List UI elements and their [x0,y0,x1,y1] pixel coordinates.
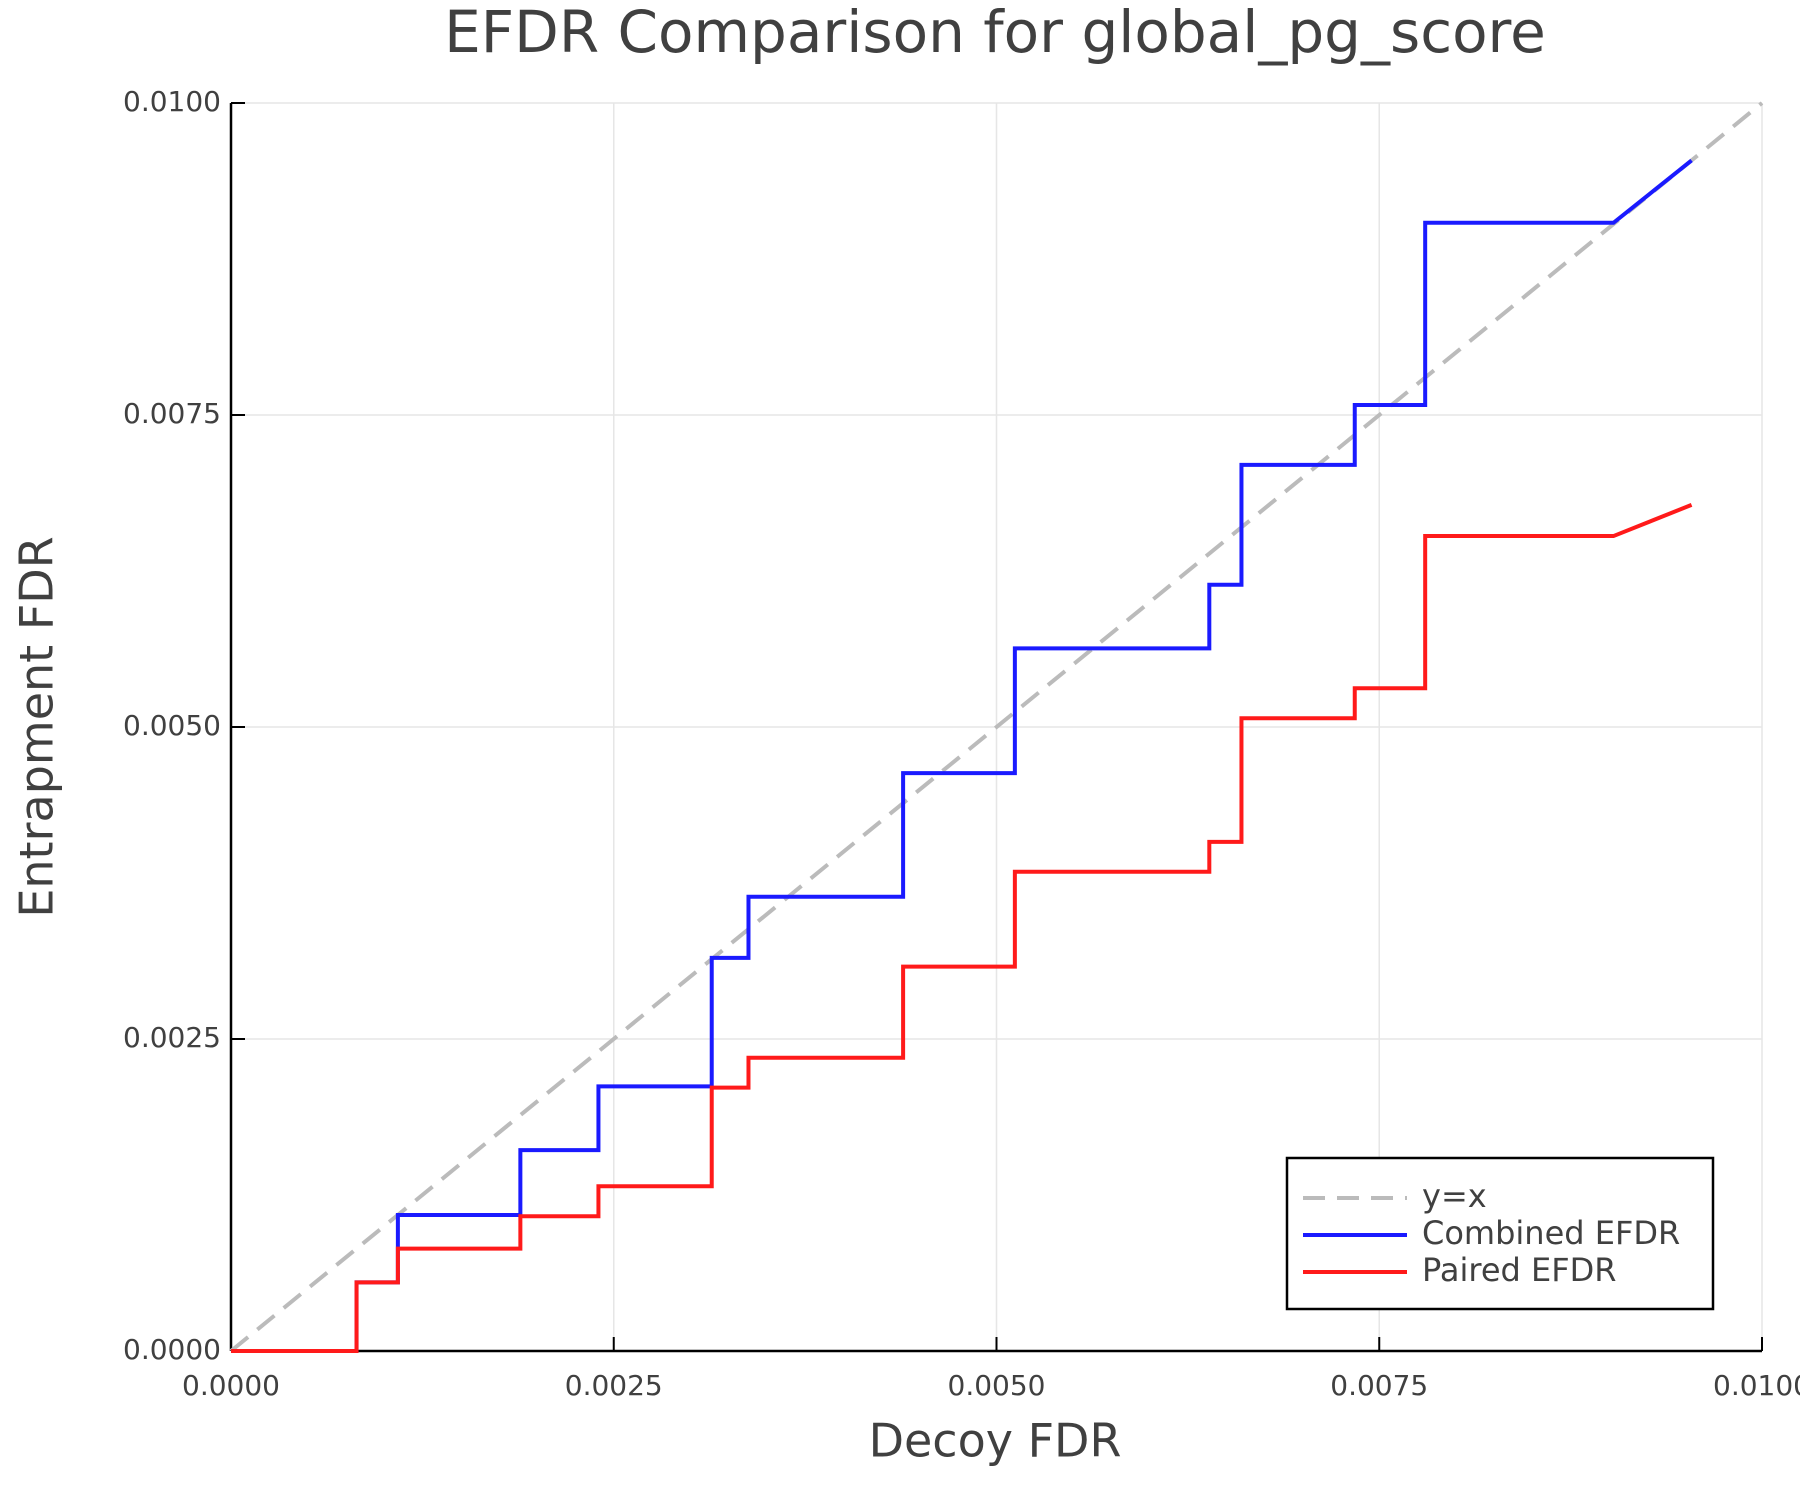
y-tick-label: 0.0050 [123,709,221,742]
legend-label: Combined EFDR [1422,1214,1680,1252]
x-axis-label: Decoy FDR [869,1414,1122,1468]
x-tick-label: 0.0075 [1330,1369,1428,1402]
y-tick-label: 0.0100 [123,85,221,118]
x-tick-label: 0.0025 [565,1369,663,1402]
series-line [229,101,1764,1353]
x-tick-label: 0.0050 [948,1369,1046,1402]
x-tick-label: 0.0100 [1713,1369,1800,1402]
y-tick-label: 0.0075 [123,397,221,430]
chart-title: EFDR Comparison for global_pg_score [444,0,1546,66]
series-line [231,158,1693,1353]
legend-label: Paired EFDR [1422,1251,1616,1289]
legend-label: y=x [1422,1177,1487,1215]
y-tick-label: 0.0000 [123,1333,221,1366]
y-tick-label: 0.0025 [123,1021,221,1054]
x-tick-label: 0.0000 [182,1369,280,1402]
series-line [231,503,1693,1353]
y-axis-label: Entrapment FDR [10,536,64,917]
